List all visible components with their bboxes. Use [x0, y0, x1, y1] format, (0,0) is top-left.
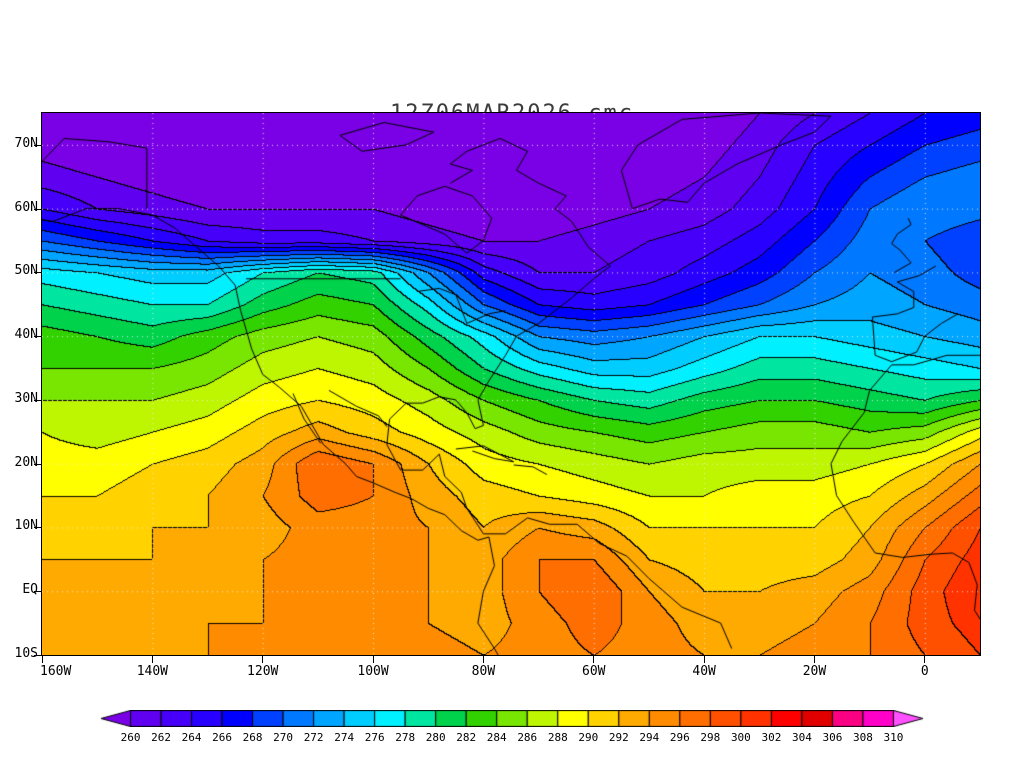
x-axis-label: 120W	[247, 664, 279, 679]
colorbar-label: 292	[608, 731, 629, 744]
y-axis-label: 70N	[14, 135, 38, 151]
y-axis-label: 50N	[14, 263, 38, 279]
colorbar-label: 302	[761, 731, 782, 744]
colorbar-label: 278	[395, 731, 416, 744]
colorbar-label: 288	[547, 731, 568, 744]
y-axis-tick	[34, 655, 41, 656]
x-axis-tick	[41, 656, 43, 663]
x-axis-label: 80W	[471, 664, 496, 679]
x-axis-tick	[262, 656, 264, 663]
x-axis-tick	[813, 656, 815, 663]
y-axis-label: 20N	[14, 454, 38, 470]
x-axis-label: 100W	[357, 664, 389, 679]
x-axis-tick	[924, 656, 926, 663]
colorbar: 260 262 264 266 268 270 272 274 276 278 280 282 284 2…	[100, 710, 924, 756]
x-axis-label: 40W	[692, 664, 716, 679]
x-axis-tick	[703, 656, 705, 663]
colorbar-label: 298	[700, 731, 721, 744]
x-axis-tick	[151, 656, 153, 663]
colorbar-label: 270	[273, 731, 294, 744]
colorbar-label: 268	[242, 731, 263, 744]
x-axis-label: 20W	[802, 664, 827, 679]
y-axis-label: 40N	[14, 327, 38, 343]
x-axis-tick	[372, 656, 374, 663]
x-axis-label: 0	[920, 664, 929, 679]
y-axis-label: EQ	[22, 582, 38, 598]
y-axis-label: 10S	[14, 646, 38, 661]
y-axis-tick	[34, 336, 41, 338]
colorbar-label: 310	[883, 731, 904, 744]
colorbar-label: 272	[303, 731, 324, 744]
colorbar-label: 286	[517, 731, 538, 744]
colorbar-label: 284	[486, 731, 507, 744]
x-axis-tick	[593, 656, 595, 663]
colorbar-label: 296	[669, 731, 690, 744]
y-axis-tick	[34, 272, 41, 274]
colorbar-label: 294	[639, 731, 660, 744]
colorbar-label: 306	[822, 731, 843, 744]
colorbar-label: 264	[181, 731, 202, 744]
y-axis-tick	[34, 463, 41, 465]
y-axis-tick	[34, 399, 41, 401]
y-axis-label: 60N	[14, 199, 38, 215]
colorbar-label: 280	[425, 731, 446, 744]
y-axis-tick	[34, 208, 41, 210]
colorbar-label: 266	[212, 731, 232, 744]
colorbar-label: 282	[456, 731, 477, 744]
colorbar-label: 308	[853, 731, 873, 744]
x-axis-label: 160W	[40, 664, 72, 679]
colorbar-label: 304	[791, 731, 812, 744]
y-axis-label: 30N	[14, 390, 38, 406]
y-axis-tick	[34, 591, 41, 593]
y-axis-tick	[34, 527, 41, 529]
map-plot-area: 70N 60N 50N 40N 30N 20N 10N EQ 10S 160W 140W 120W 1…	[15, 112, 981, 679]
temperature-contour-map	[41, 112, 981, 656]
y-axis-tick	[34, 144, 41, 146]
colorbar-label: 276	[364, 731, 385, 744]
colorbar-label: 260	[120, 731, 141, 744]
colorbar-label: 290	[578, 731, 599, 744]
colorbar-label: 262	[151, 731, 171, 744]
y-axis-label: 10N	[14, 518, 38, 534]
x-axis-label: 140W	[136, 664, 168, 679]
x-axis-label: 60W	[582, 664, 606, 679]
colorbar-label: 300	[730, 731, 751, 744]
x-axis-tick	[482, 656, 484, 663]
colorbar-label: 274	[334, 731, 355, 744]
colorbar-scale	[100, 710, 924, 727]
